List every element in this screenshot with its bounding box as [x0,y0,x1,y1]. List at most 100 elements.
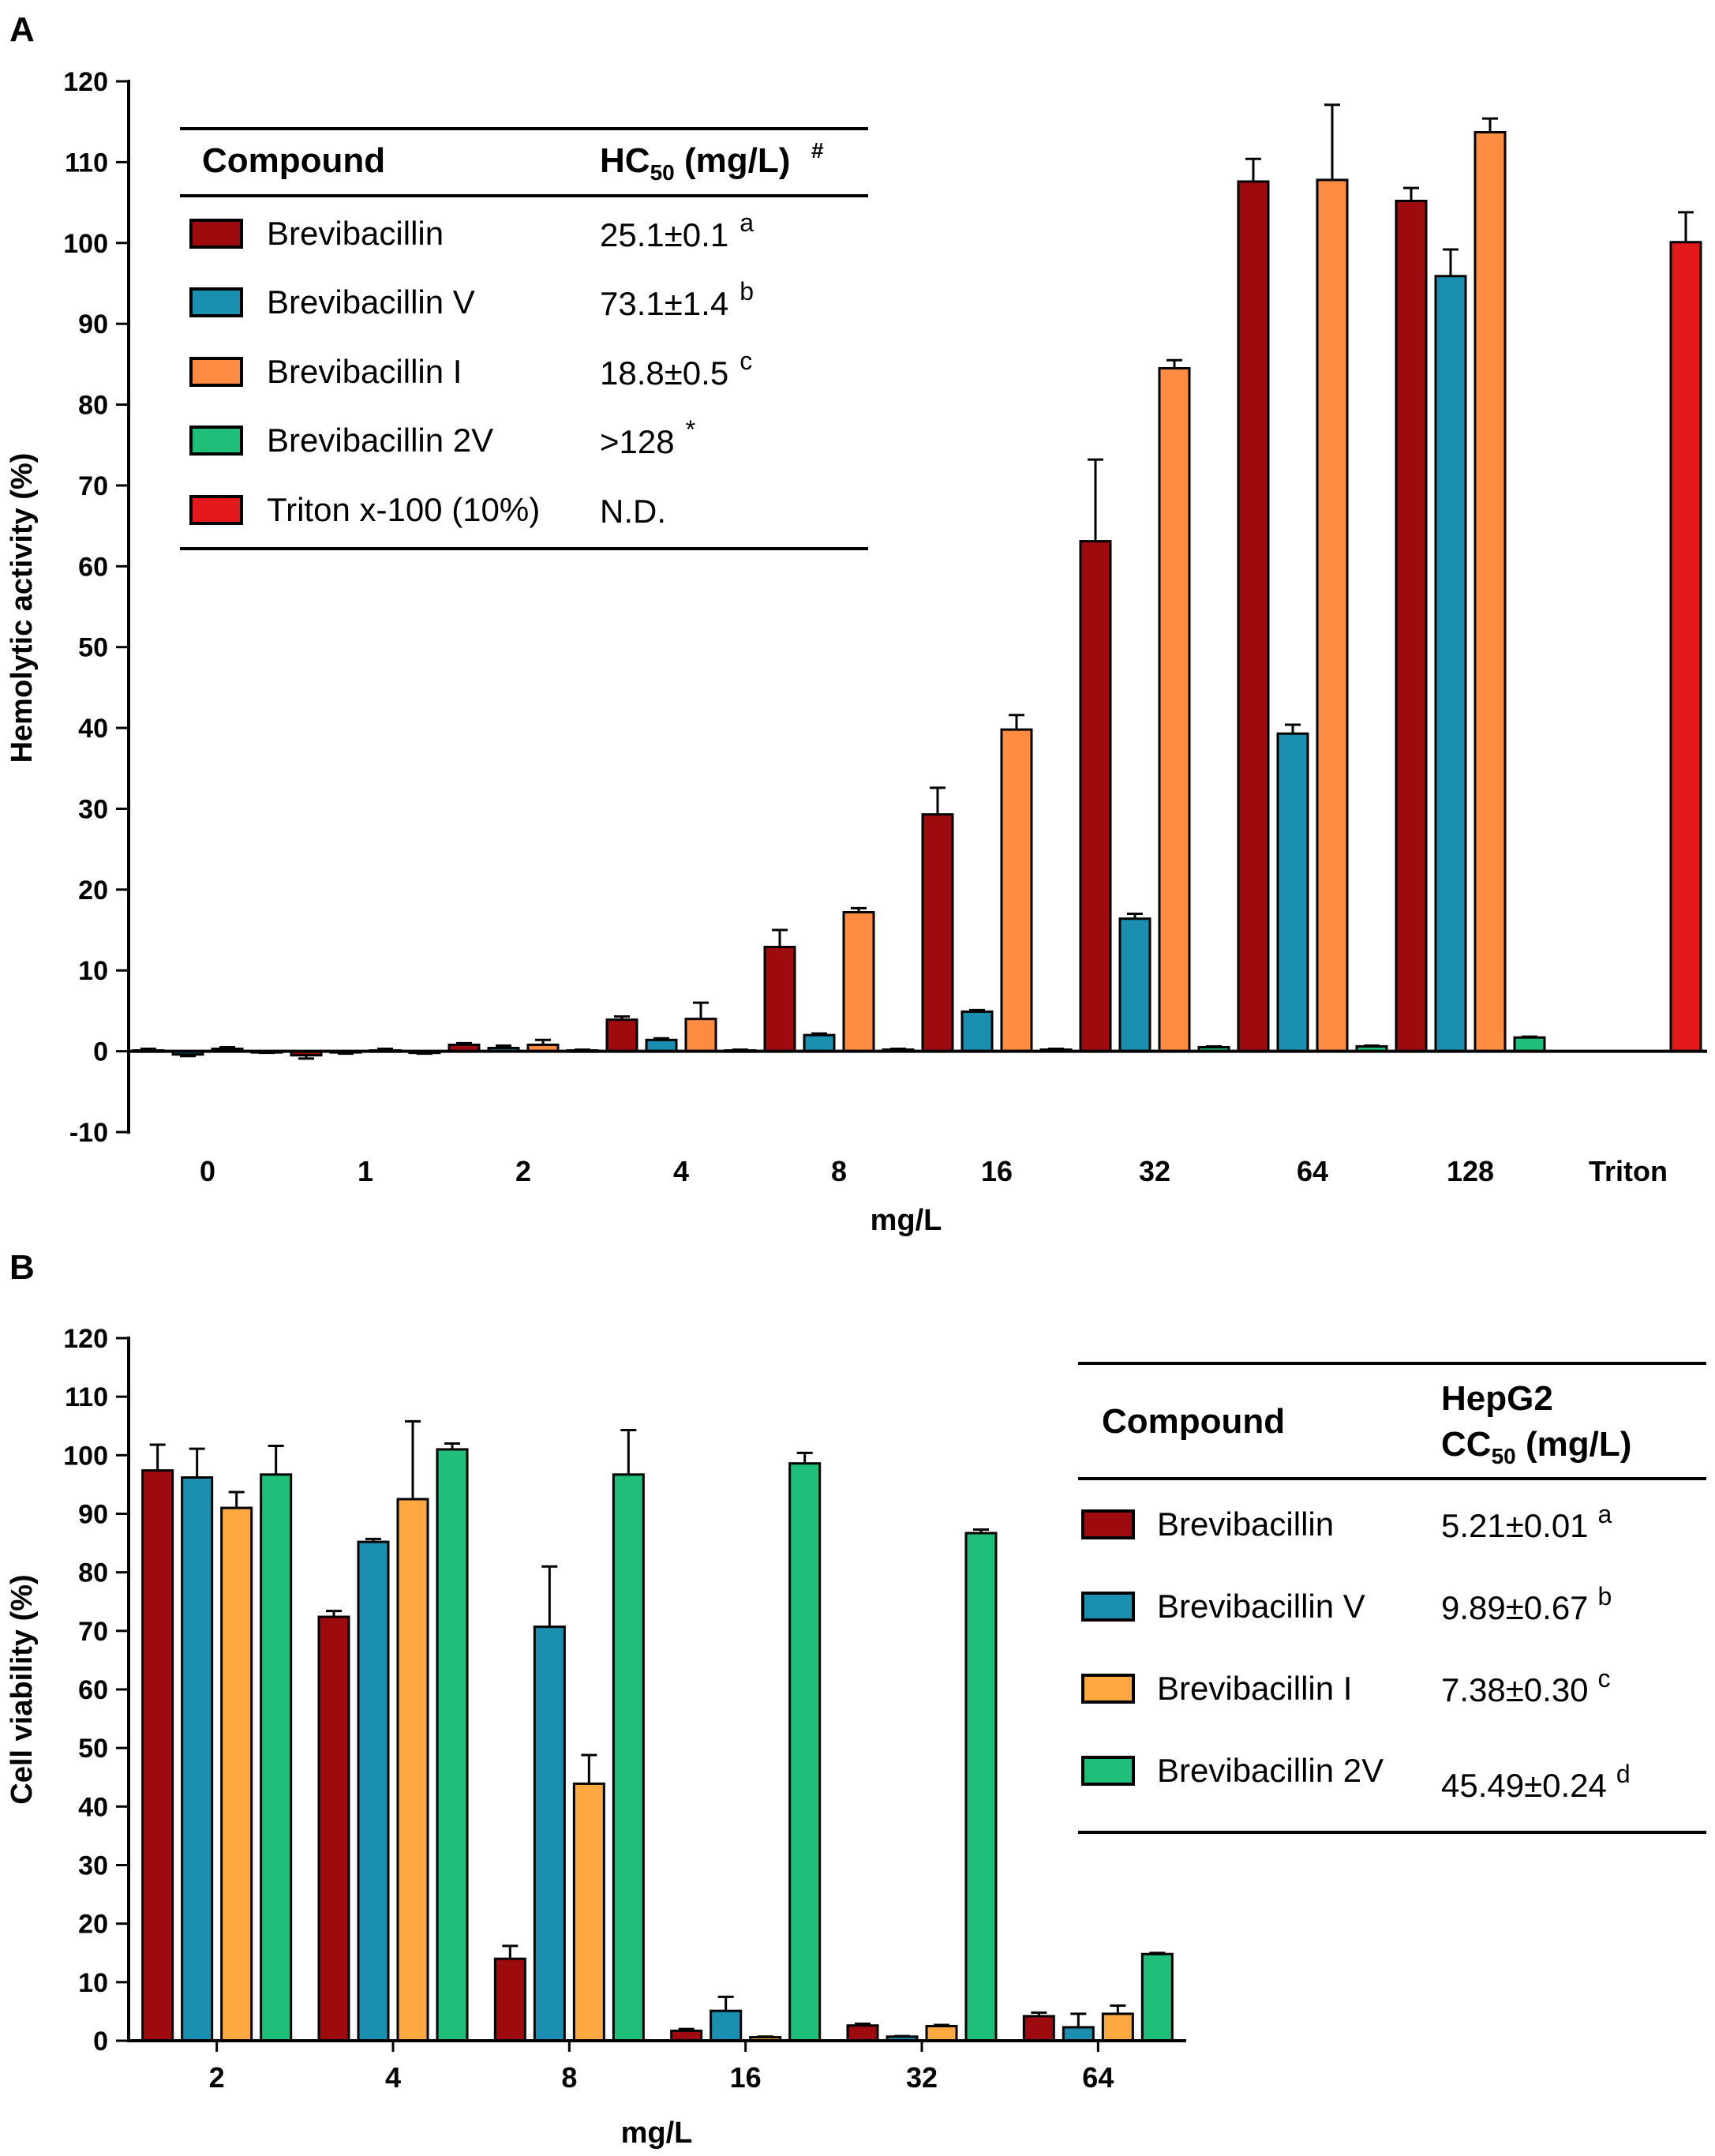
y-tick-label: 30 [78,1851,108,1881]
bar-brevibacillin-v-2 [181,1476,214,2042]
legend-value-triton-x-100-10: N.D. [600,493,666,530]
bar-brevibacillin-32 [846,2024,879,2042]
bar-brevibacillin-i-8 [842,911,875,1053]
legend-header-compound: Compound [202,141,385,180]
x-tick-label-1: 1 [358,1155,373,1187]
chart-b-cell-viability: 0 10 20 30 40 50 60 70 80 90 100 110 120 2 4 8 16 32 64 mg/… [6,1324,1706,2150]
bar-brevibacillin-i-2 [220,1506,253,2042]
x-tick-label-16: 16 [981,1155,1013,1187]
y-axis-title: Hemolytic activity (%) [6,453,39,763]
bar-brevibacillin-4 [605,1018,638,1053]
y-tick-label: 60 [78,1675,108,1705]
bar-brevibacillin-16 [921,813,954,1053]
bar-brevibacillin-i-64 [1316,178,1349,1053]
bar-brevibacillin-i-32 [925,2024,958,2042]
legend-swatch-brevibacillin-i [189,357,243,387]
legend-header-footnote: # [811,138,824,163]
y-tick-label: 70 [78,1617,108,1647]
y-tick-label: 20 [78,876,108,906]
y-tick-label: 30 [78,794,108,824]
bar-brevibacillin-32 [1079,540,1112,1053]
legend-label-triton-x-100-10: Triton x-100 (10%) [267,491,540,528]
panel-label-b: B [9,1248,35,1287]
y-tick-label: 40 [78,714,108,744]
legend-value-brevibacillin-i: 18.8±0.5 [600,354,728,392]
bar-brevibacillin-2v-16 [788,1462,822,2042]
y-tick-label: 20 [78,1910,108,1940]
legend-label-brevibacillin-v: Brevibacillin V [1157,1588,1365,1625]
bar-brevibacillin-v-16 [960,1010,994,1053]
y-tick-label: -10 [69,1118,108,1148]
x-axis-title: mg/L [871,1204,942,1237]
bar-brevibacillin-8 [763,946,796,1053]
y-tick-label: 90 [78,309,108,339]
y-tick-label: 10 [78,1968,108,1998]
x-tick-label-8: 8 [561,2061,577,2094]
y-tick-label: 100 [63,1441,108,1471]
legend-value-brevibacillin-2v: >128 [600,423,675,460]
legend-footnote-brevibacillin-i: c [1598,1664,1611,1693]
bar-brevibacillin-i-32 [1158,366,1191,1053]
bar-brevibacillin-2v-32 [964,1532,998,2042]
bar-brevibacillin-v-4 [645,1038,678,1053]
bar-brevibacillin-64 [1022,2015,1055,2042]
chart-a-hemolytic-activity: -10 0 10 20 30 40 50 60 70 80 90 100 110 120 0 1 2 4 8 16 32… [6,67,1707,1237]
bar-brevibacillin-v-8 [533,1625,566,2042]
x-tick-label-4: 4 [385,2061,401,2094]
legend-value-brevibacillin: 25.1±0.1 [600,216,728,253]
legend-value-brevibacillin-2v: 45.49±0.24 [1441,1767,1607,1804]
legend-swatch-brevibacillin-i [1081,1674,1135,1704]
bar-brevibacillin-v-4 [357,1540,390,2042]
legend-swatch-brevibacillin-2v [189,426,243,456]
legend-swatch-brevibacillin-v [1081,1592,1135,1622]
legend-swatch-brevibacillin [1081,1509,1135,1539]
x-axis-title: mg/L [621,2117,693,2150]
x-tick-label-2: 2 [515,1155,531,1187]
bar-brevibacillin-4 [317,1615,350,2042]
y-tick-label: 110 [65,148,108,178]
legend-label-brevibacillin-i: Brevibacillin I [267,353,462,390]
x-tick-label-64: 64 [1297,1155,1328,1187]
y-tick-label: 100 [63,229,108,259]
bar-brevibacillin-2v-4 [436,1448,469,2042]
y-tick-label: 120 [63,67,108,97]
x-tick-label-128: 128 [1447,1155,1494,1187]
y-tick-label: 10 [78,956,108,986]
bar-brevibacillin-i-8 [572,1782,605,2042]
legend-footnote-brevibacillin-2v: d [1616,1760,1631,1788]
y-tick-label: 0 [93,2027,108,2057]
x-tick-label-16: 16 [730,2061,762,2094]
legend-label-brevibacillin-2v: Brevibacillin 2V [1157,1752,1384,1789]
bar-brevibacillin-v-64 [1062,2026,1095,2042]
legend-header-hepg2: HepG2 [1441,1379,1553,1418]
y-tick-label: 70 [78,471,108,501]
bar-brevibacillin-2 [141,1469,174,2042]
legend-value-brevibacillin-v: 9.89±0.67 [1441,1589,1589,1626]
bar-brevibacillin-i-128 [1473,131,1507,1053]
bar-brevibacillin-v-8 [803,1033,836,1053]
legend-footnote-brevibacillin-v: b [1598,1582,1612,1610]
legend-swatch-brevibacillin-v [189,287,243,317]
y-tick-label: 90 [78,1500,108,1530]
bar-brevibacillin-v-128 [1434,275,1467,1053]
legend-label-brevibacillin-i: Brevibacillin I [1157,1670,1352,1707]
legend-label-brevibacillin-2v: Brevibacillin 2V [267,422,493,459]
legend-swatch-brevibacillin-2v [1081,1756,1135,1786]
legend-footnote-brevibacillin-v: b [740,277,754,306]
legend-label-brevibacillin-v: Brevibacillin V [267,283,475,321]
bar-brevibacillin-i-4 [396,1498,429,2042]
bar-brevibacillin-128 [1395,200,1428,1053]
legend-value-brevibacillin-v: 73.1±1.4 [600,285,728,322]
bar-brevibacillin-i-64 [1101,2012,1134,2042]
bar-brevibacillin-v-16 [710,2009,743,2042]
legend-swatch-brevibacillin [189,219,243,249]
y-tick-label: 110 [65,1382,108,1412]
legend-footnote-brevibacillin-i: c [740,347,752,375]
y-tick-label: 0 [93,1037,108,1067]
panel-label-a: A [9,10,35,49]
bar-brevibacillin-2v-8 [612,1473,645,2042]
x-tick-label-64: 64 [1082,2061,1114,2094]
bar-brevibacillin-2v-128 [1513,1036,1546,1053]
bar-brevibacillin-i-16 [1000,728,1033,1053]
y-axis-title: Cell viability (%) [6,1574,39,1804]
